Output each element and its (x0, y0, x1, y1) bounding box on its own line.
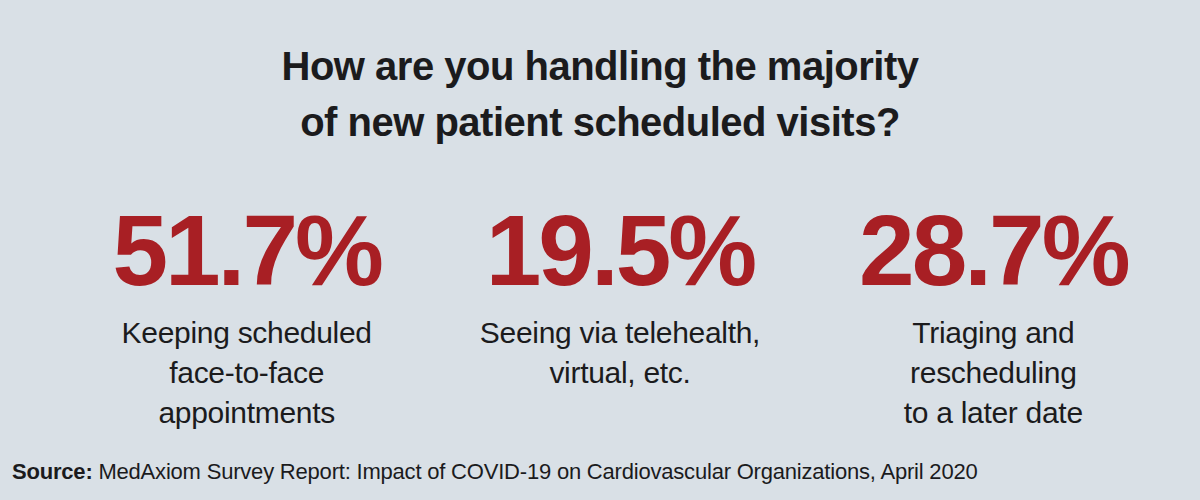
stat-label-line: Keeping scheduled (60, 313, 433, 353)
stat-value: 19.5% (433, 200, 806, 300)
stat-value: 51.7% (60, 200, 433, 300)
stat-label-line: Seeing via telehealth, (433, 313, 806, 353)
page-title: How are you handling the majority of new… (0, 0, 1200, 150)
stat-value: 28.7% (807, 200, 1180, 300)
source-label: Source: (12, 459, 93, 484)
stat-label-line: virtual, etc. (433, 353, 806, 393)
stat-rescheduling: 28.7% Triaging and rescheduling to a lat… (807, 200, 1180, 433)
stat-label-line: rescheduling (807, 353, 1180, 393)
infographic: How are you handling the majority of new… (0, 0, 1200, 500)
stat-label-line: to a later date (807, 393, 1180, 433)
stat-label-line: Triaging and (807, 313, 1180, 353)
stat-face-to-face: 51.7% Keeping scheduled face-to-face app… (60, 200, 433, 433)
title-line-1: How are you handling the majority (0, 38, 1200, 94)
source-text: MedAxiom Survey Report: Impact of COVID-… (93, 459, 978, 484)
stats-row: 51.7% Keeping scheduled face-to-face app… (0, 200, 1200, 433)
stat-label-line: appointments (60, 393, 433, 433)
stat-label: Triaging and rescheduling to a later dat… (807, 313, 1180, 433)
stat-telehealth: 19.5% Seeing via telehealth, virtual, et… (433, 200, 806, 433)
source-citation: Source: MedAxiom Survey Report: Impact o… (12, 459, 978, 485)
stat-label: Keeping scheduled face-to-face appointme… (60, 313, 433, 433)
stat-label-line: face-to-face (60, 353, 433, 393)
title-line-2: of new patient scheduled visits? (0, 94, 1200, 150)
stat-label: Seeing via telehealth, virtual, etc. (433, 313, 806, 393)
